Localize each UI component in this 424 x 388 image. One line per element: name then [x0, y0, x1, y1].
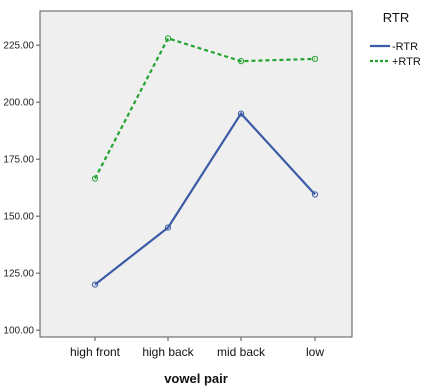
data-point	[237, 110, 245, 117]
y-axis: 100.00 125.00 150.00 175.00 200.00 225.00	[3, 41, 40, 337]
plot-area	[39, 10, 353, 338]
series-line-2	[94, 37, 316, 180]
legend-title: RTR	[383, 10, 409, 25]
data-point	[91, 281, 99, 288]
data-point	[311, 191, 319, 198]
x-tick-label: high front	[70, 345, 121, 359]
x-tick-label: low	[306, 345, 324, 359]
y-tick-label: 200.00	[3, 98, 34, 109]
legend: -RTR +RTR	[370, 41, 421, 68]
y-tick-label: 225.00	[3, 41, 34, 52]
y-tick-label: 150.00	[3, 212, 34, 223]
x-axis: high front high back mid back low	[70, 337, 324, 359]
data-point	[91, 175, 99, 182]
x-tick-label: mid back	[217, 345, 266, 359]
y-tick-label: 100.00	[3, 326, 34, 337]
y-tick-label: 175.00	[3, 155, 34, 166]
legend-label: -RTR	[392, 41, 418, 53]
series-line-1	[94, 111, 316, 286]
x-tick-label: high back	[142, 345, 194, 359]
data-point	[164, 35, 172, 42]
y-tick-label: 125.00	[3, 269, 34, 280]
data-point	[164, 224, 172, 231]
data-point	[311, 55, 319, 62]
legend-label: +RTR	[392, 56, 421, 68]
data-point	[237, 58, 245, 65]
x-axis-title: vowel pair	[164, 371, 228, 386]
series-layer	[91, 35, 319, 288]
